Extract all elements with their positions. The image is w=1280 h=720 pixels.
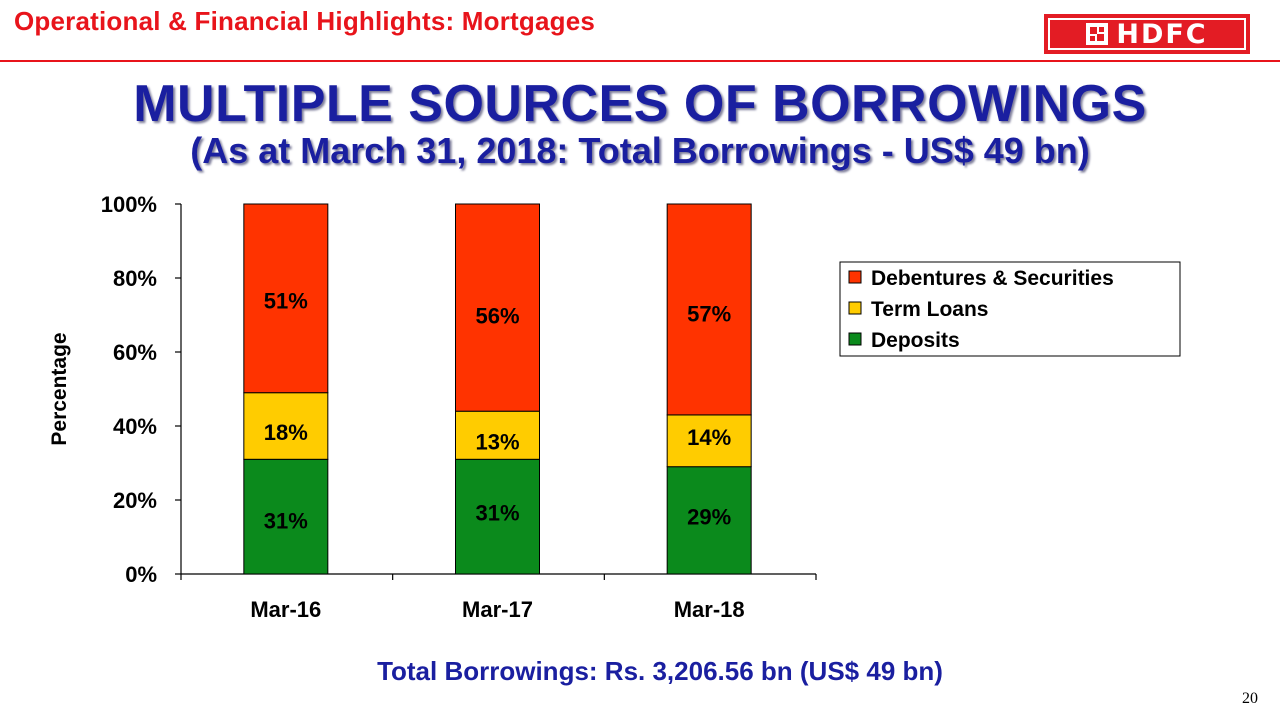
bar-segment-debentures-securities <box>243 203 329 394</box>
data-label: 57% <box>687 301 731 326</box>
data-label: 31% <box>475 501 519 526</box>
x-tick-label: Mar-16 <box>250 597 321 622</box>
legend-label: Deposits <box>871 329 960 352</box>
bar-segment-debentures-securities <box>455 203 540 412</box>
y-tick-label: 40% <box>113 414 157 439</box>
bar-segment-term-loans <box>455 410 540 460</box>
bar-segment-debentures-securities <box>666 203 752 416</box>
y-tick-label: 80% <box>113 266 157 291</box>
bar-segment-term-loans <box>666 414 752 468</box>
legend-label: Term Loans <box>871 298 988 321</box>
data-label: 14% <box>687 425 731 450</box>
header-title: Operational & Financial Highlights: Mort… <box>14 6 596 36</box>
data-label: 18% <box>264 420 308 445</box>
header-divider <box>0 60 1280 62</box>
data-label: 29% <box>687 504 731 529</box>
bar-segment-deposits <box>666 466 752 575</box>
legend-swatch <box>848 270 862 284</box>
x-tick-label: Mar-17 <box>462 597 533 622</box>
y-axis-label: Percentage <box>48 332 71 445</box>
legend-swatch <box>848 301 862 315</box>
y-tick-label: 0% <box>125 562 157 587</box>
total-borrowings-footer: Total Borrowings: Rs. 3,206.56 bn (US$ 4… <box>377 656 943 686</box>
hdfc-logo-icon <box>1086 23 1109 45</box>
y-tick-label: 100% <box>101 192 157 217</box>
legend-box <box>839 261 1181 357</box>
hdfc-logo: HDFC <box>1044 14 1250 54</box>
slide-title: MULTIPLE SOURCES OF BORROWINGS <box>133 75 1147 133</box>
bar-segment-deposits <box>455 458 540 575</box>
data-label: 31% <box>264 509 308 534</box>
bar-segment-deposits <box>243 458 329 575</box>
bar-segment-term-loans <box>243 392 329 460</box>
y-tick-label: 60% <box>113 340 157 365</box>
slide-subtitle: (As at March 31, 2018: Total Borrowings … <box>190 130 1090 171</box>
data-label: 56% <box>475 304 519 329</box>
legend-swatch <box>848 332 862 346</box>
page-number: 20 <box>1242 690 1258 707</box>
x-tick-label: Mar-18 <box>674 597 745 622</box>
logo-text: HDFC <box>1116 18 1208 50</box>
legend-label: Debentures & Securities <box>871 267 1114 290</box>
data-label: 13% <box>475 429 519 454</box>
data-label: 51% <box>264 288 308 313</box>
y-tick-label: 20% <box>113 488 157 513</box>
